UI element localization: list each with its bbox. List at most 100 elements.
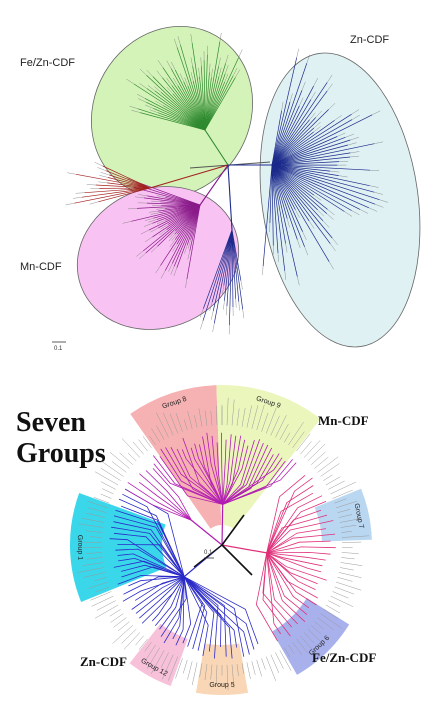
zn-branch (271, 110, 282, 166)
mn-leaf-tick (168, 234, 175, 242)
zn-leaf-tick (369, 185, 379, 188)
outgroup-branch (81, 187, 151, 198)
zn-leaf-tick (322, 220, 330, 228)
zn-branch (271, 164, 286, 244)
leaf-label-tick (119, 452, 133, 465)
mn-branch (222, 457, 283, 505)
mn-branch (157, 204, 201, 247)
zn-leaf-tick (310, 91, 316, 100)
zn-branch (271, 164, 303, 232)
top-phylogenetic-tree: Fe/Zn-CDF Zn-CDF Mn-CDF 0.1 (20, 25, 421, 352)
zn-branch (271, 164, 361, 210)
leaf-label-tick (332, 591, 349, 599)
leaf-label-tick (256, 659, 262, 677)
leaf-label-tick (161, 654, 174, 680)
fezn-leaf-tick (172, 77, 178, 86)
group-label-g1: Group 1 (76, 535, 83, 561)
zn-branch (117, 575, 185, 585)
fezn-leaf-tick (166, 77, 173, 86)
mn-branch (176, 204, 201, 268)
leaf-label-tick (317, 617, 334, 630)
leaf-label-tick (292, 431, 305, 449)
leaf-label-tick (251, 405, 259, 429)
mn-arm-branch (138, 481, 192, 521)
zn-lower-branch (231, 229, 244, 310)
zn-leaf-tick (285, 243, 288, 253)
fezn-leaf-tick (156, 70, 163, 78)
leaf-label-tick (330, 481, 356, 495)
fezn-leaf-tick (137, 94, 146, 99)
fezn-branch (199, 76, 206, 131)
zn-branch (160, 576, 187, 637)
fezn-branch (146, 101, 206, 131)
fezn-leaf-tick (218, 67, 222, 77)
clade-label-mn: Mn-CDF (20, 261, 62, 273)
zn-leaf-tick (330, 170, 340, 173)
zn-lower-branch (231, 229, 234, 308)
mn-leaf-tick (127, 208, 138, 210)
mn-leaf-tick (144, 218, 154, 221)
fezn-branch (140, 112, 206, 131)
mn-branch (152, 204, 201, 224)
fezn-branch (266, 509, 322, 554)
zn-branch (269, 164, 273, 224)
zn-leaf-tick (350, 137, 359, 141)
leaf-label-tick (328, 600, 341, 607)
mn-leaf-tick (134, 196, 144, 199)
leaf-label-tick (288, 644, 295, 654)
mn-leaf-tick (140, 229, 149, 235)
fezn-leaf-tick (131, 110, 141, 113)
mn-branch (222, 445, 249, 505)
zn-branch (118, 498, 185, 577)
mn-branch (199, 444, 224, 505)
leaf-label-tick (325, 476, 341, 486)
mn-branch (136, 204, 201, 209)
leaf-label-tick (182, 659, 188, 674)
outgroup-leaf-tick (99, 175, 109, 178)
mn-branch (133, 186, 201, 206)
mn-branch (222, 435, 237, 505)
outgroup-branch (109, 174, 151, 189)
wedge-g12 (129, 623, 188, 686)
zn-leaf-tick (374, 141, 384, 144)
fezn-branch (266, 546, 336, 554)
fezn-branch (204, 73, 226, 131)
zn-leaf-tick (350, 151, 360, 154)
zn-branch (175, 576, 185, 646)
zn-lower-branch (224, 229, 233, 301)
fezn-leaf-tick (179, 73, 184, 82)
leaf-label-tick (283, 432, 291, 443)
mn-stem (221, 504, 224, 546)
leaf-label-tick (261, 412, 269, 432)
fezn-branch (204, 54, 208, 131)
outgroup-leaf-tick (98, 181, 108, 184)
zn-lower-branch (202, 229, 233, 309)
mn-leaf-tick (122, 221, 132, 224)
zn-leaf-tick (352, 114, 360, 120)
mn-branch (131, 204, 201, 222)
zn-leaf-tick (374, 192, 383, 195)
mn-leaf-tick (127, 178, 136, 182)
mn-arm-branch (126, 489, 192, 521)
fezn-branch (266, 552, 282, 635)
mn-leaf-tick (188, 239, 191, 249)
fezn-branch (144, 98, 206, 131)
zn-lower-leaf-tick (212, 323, 215, 333)
outgroup-branch (95, 184, 151, 189)
fezn-branch (152, 76, 206, 131)
fezn-leaf-tick (139, 83, 147, 89)
zn-branch (271, 105, 300, 166)
mn-branch (176, 448, 223, 505)
fezn-leaf-tick (235, 69, 241, 78)
fezn-branch (262, 552, 291, 637)
zn-branch (271, 164, 298, 277)
zn-lower-stem (227, 164, 233, 231)
fezn-branch (176, 47, 206, 131)
leaf-label-tick (296, 433, 311, 452)
leaf-label-tick (339, 567, 354, 571)
zn-leaf-tick (332, 237, 339, 246)
fezn-branch (204, 41, 221, 131)
leaf-label-tick (90, 591, 112, 601)
zn-branch (121, 564, 185, 578)
mn-branch (173, 204, 201, 267)
